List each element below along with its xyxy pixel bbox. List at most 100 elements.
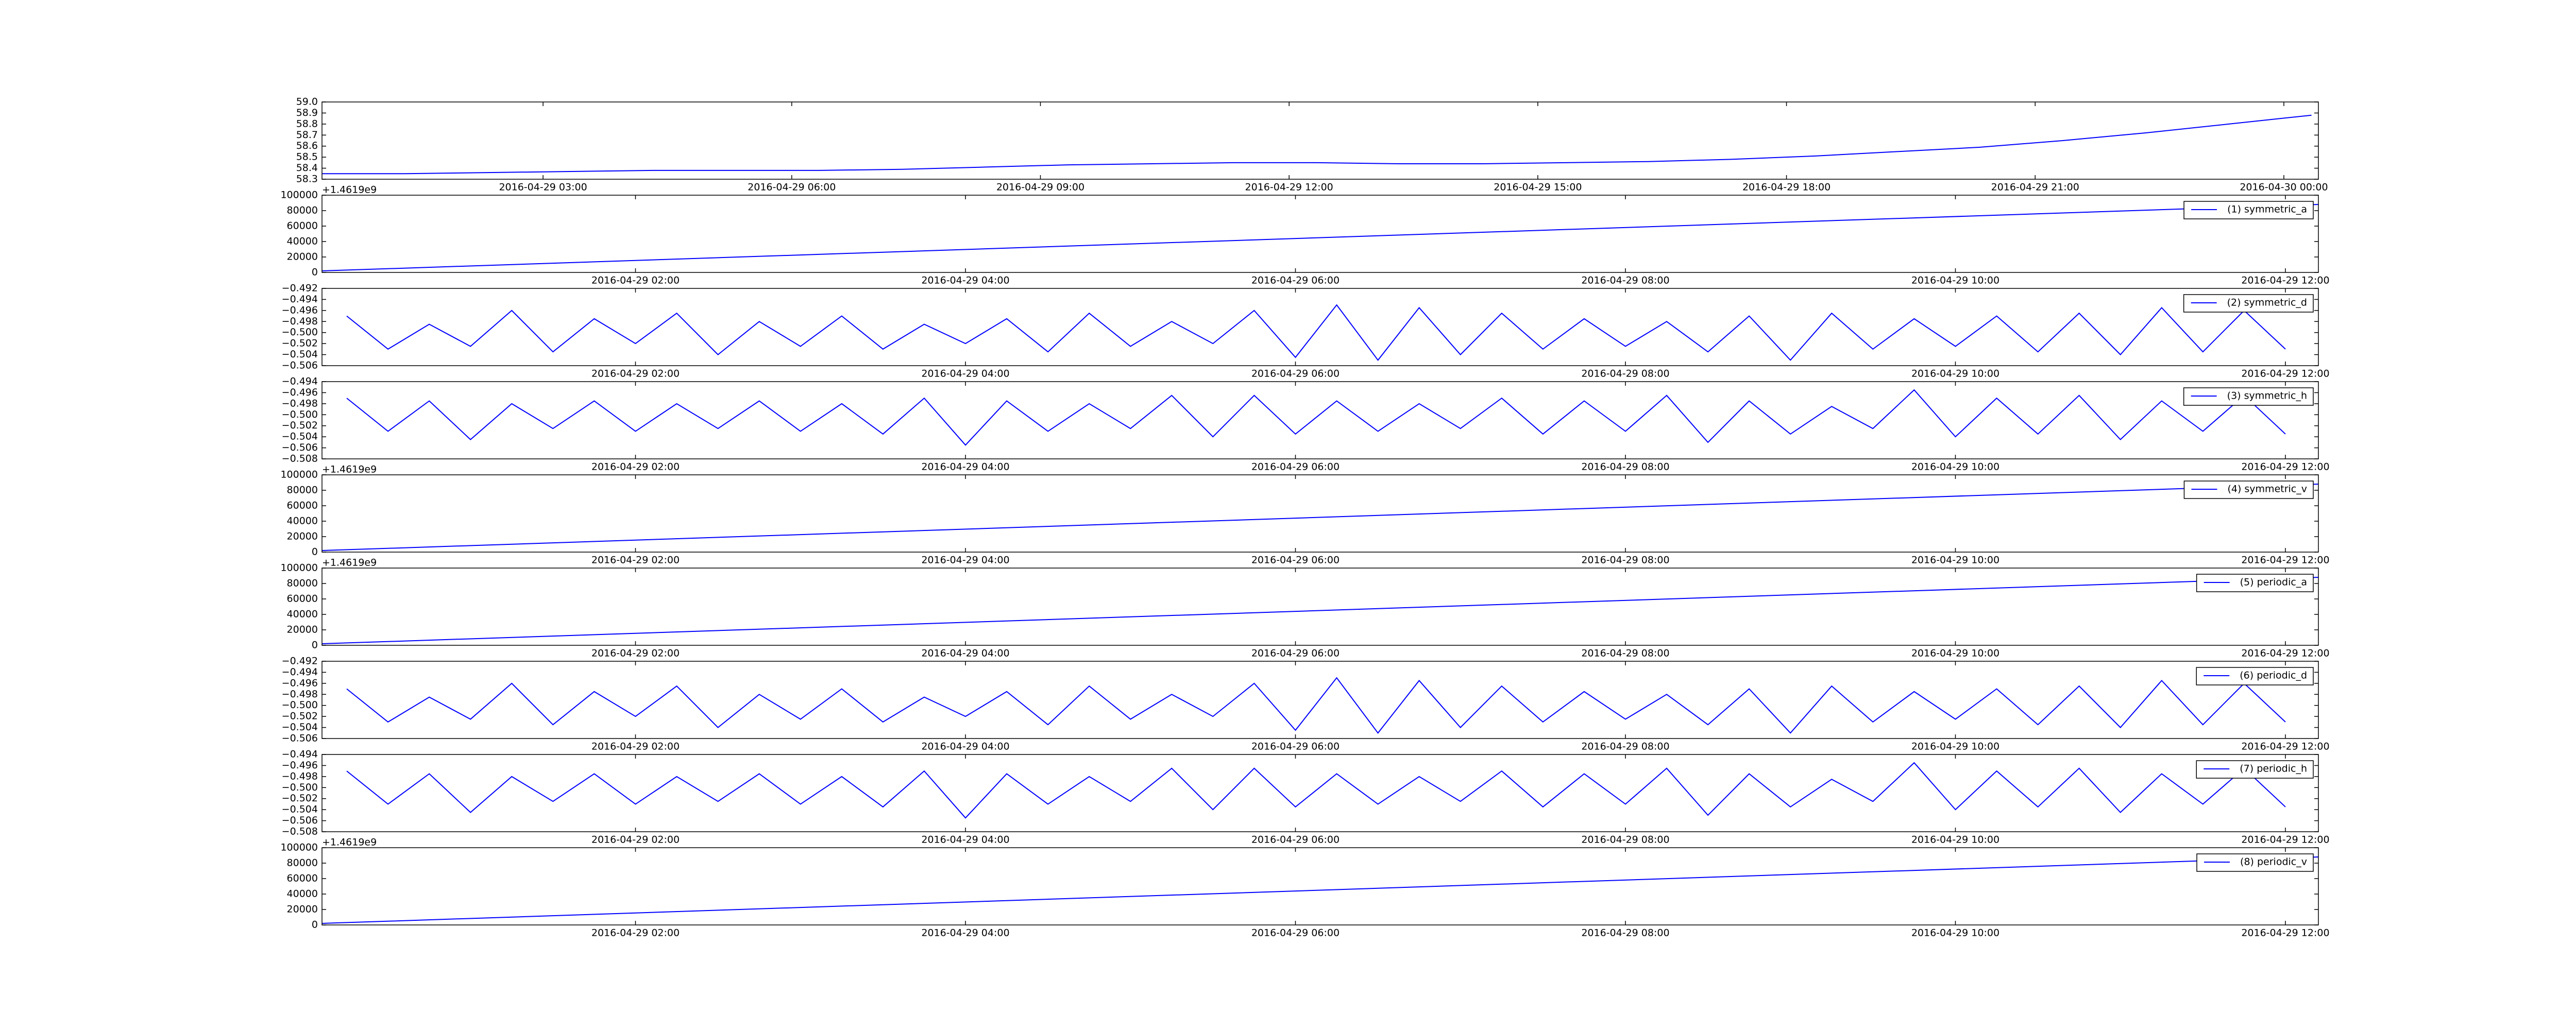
- axes-frame: [321, 288, 2319, 366]
- y-tick-label: 60000: [287, 220, 318, 232]
- y-tick-label: −0.496: [282, 304, 318, 316]
- x-tick-label: 2016-04-29 08:00: [1581, 741, 1669, 752]
- x-tick-label: 2016-04-29 02:00: [591, 928, 680, 939]
- y-tick-label: 80000: [287, 205, 318, 216]
- axes-frame: [321, 568, 2319, 646]
- y-tick-label: −0.492: [282, 283, 318, 294]
- x-tick-label: 2016-04-29 08:00: [1581, 928, 1669, 939]
- x-tick-label: 2016-04-29 02:00: [591, 461, 680, 473]
- y-tick-label: −0.506: [282, 442, 318, 453]
- x-tick-label: 2016-04-29 08:00: [1581, 368, 1669, 380]
- y-tick-label: −0.498: [282, 770, 318, 782]
- y-tick-label: 40000: [287, 609, 318, 620]
- y-tick-label: −0.496: [282, 677, 318, 689]
- x-tick-label: 2016-04-29 10:00: [1911, 275, 1999, 286]
- y-tick-label: −0.506: [282, 733, 318, 744]
- x-tick-label: 2016-04-29 12:00: [2241, 928, 2329, 939]
- x-tick-label: 2016-04-29 02:00: [591, 834, 680, 846]
- x-tick-label: 2016-04-29 08:00: [1581, 834, 1669, 846]
- y-tick-label: 100000: [280, 190, 318, 201]
- x-tick-label: 2016-04-29 03:00: [499, 182, 587, 193]
- y-tick-label: 40000: [287, 236, 318, 247]
- y-tick-label: −0.500: [282, 782, 318, 793]
- x-tick-label: 2016-04-29 04:00: [921, 928, 1009, 939]
- y-tick-label: 58.4: [296, 162, 318, 174]
- x-tick-label: 2016-04-29 21:00: [1991, 182, 2079, 193]
- legend-label: (5) periodic_a: [2240, 577, 2307, 588]
- y-tick-label: −0.502: [282, 711, 318, 722]
- legend: (2) symmetric_d: [2183, 294, 2314, 313]
- y-tick-label: −0.504: [282, 431, 318, 442]
- x-tick-label: 2016-04-29 02:00: [591, 555, 680, 566]
- x-tick-label: 2016-04-30 00:00: [2240, 182, 2328, 193]
- y-tick-label: 0: [312, 640, 318, 651]
- x-tick-label: 2016-04-29 04:00: [921, 555, 1009, 566]
- x-tick-label: 2016-04-29 06:00: [1251, 555, 1340, 566]
- legend-label: (2) symmetric_d: [2227, 297, 2307, 308]
- y-tick-label: 60000: [287, 873, 318, 884]
- y-tick-label: 60000: [287, 593, 318, 605]
- y-tick-label: 100000: [280, 562, 318, 574]
- y-tick-label: 40000: [287, 888, 318, 900]
- y-tick-label: 80000: [287, 485, 318, 496]
- data-line: [321, 484, 2319, 551]
- legend-label: (6) periodic_d: [2240, 670, 2307, 681]
- legend: (3) symmetric_h: [2183, 387, 2314, 406]
- y-tick-label: −0.496: [282, 760, 318, 771]
- y-tick-label: 20000: [287, 251, 318, 263]
- x-tick-label: 2016-04-29 06:00: [1251, 461, 1340, 473]
- data-line: [346, 677, 2286, 734]
- x-tick-label: 2016-04-29 06:00: [748, 182, 836, 193]
- legend-label: (8) periodic_v: [2240, 856, 2307, 868]
- y-tick-label: −0.498: [282, 398, 318, 409]
- x-tick-label: 2016-04-29 02:00: [591, 648, 680, 659]
- axes-frame: [321, 847, 2319, 925]
- legend: (4) symmetric_v: [2183, 480, 2314, 499]
- y-tick-label: 20000: [287, 531, 318, 542]
- y-tick-label: −0.492: [282, 656, 318, 667]
- x-tick-label: 2016-04-29 02:00: [591, 368, 680, 380]
- data-line: [346, 389, 2286, 446]
- x-tick-label: 2016-04-29 12:00: [2241, 275, 2329, 286]
- y-tick-label: −0.498: [282, 689, 318, 700]
- y-tick-label: −0.504: [282, 722, 318, 733]
- x-tick-label: 2016-04-29 12:00: [2241, 648, 2329, 659]
- offset-label: +1.4619e9: [322, 464, 377, 475]
- legend: (5) periodic_a: [2196, 574, 2314, 592]
- y-tick-label: 0: [312, 546, 318, 558]
- data-line: [322, 114, 2312, 175]
- x-tick-label: 2016-04-29 06:00: [1251, 834, 1340, 846]
- x-tick-label: 2016-04-29 04:00: [921, 834, 1009, 846]
- legend: (1) symmetric_a: [2183, 201, 2314, 219]
- y-tick-label: −0.498: [282, 316, 318, 327]
- legend: (6) periodic_d: [2196, 667, 2314, 685]
- y-tick-label: 20000: [287, 904, 318, 915]
- y-tick-label: 80000: [287, 578, 318, 589]
- legend-label: (7) periodic_h: [2240, 763, 2307, 775]
- x-tick-label: 2016-04-29 12:00: [2241, 741, 2329, 752]
- x-tick-label: 2016-04-29 06:00: [1251, 741, 1340, 752]
- y-tick-label: −0.506: [282, 815, 318, 826]
- y-tick-label: −0.504: [282, 804, 318, 815]
- axes-frame: [321, 101, 2319, 180]
- x-tick-label: 2016-04-29 02:00: [591, 275, 680, 286]
- x-tick-label: 2016-04-29 06:00: [1251, 648, 1340, 659]
- x-tick-label: 2016-04-29 10:00: [1911, 555, 1999, 566]
- y-tick-label: 58.9: [296, 107, 318, 118]
- x-tick-label: 2016-04-29 06:00: [1251, 368, 1340, 380]
- y-tick-label: 58.7: [296, 129, 318, 141]
- y-tick-label: 100000: [280, 842, 318, 853]
- offset-label: +1.4619e9: [322, 837, 377, 848]
- x-tick-label: 2016-04-29 15:00: [1494, 182, 1582, 193]
- y-tick-label: 58.5: [296, 151, 318, 163]
- x-tick-label: 2016-04-29 04:00: [921, 368, 1009, 380]
- legend-label: (1) symmetric_a: [2227, 204, 2307, 215]
- y-tick-label: −0.506: [282, 360, 318, 371]
- y-tick-label: 58.8: [296, 118, 318, 129]
- x-tick-label: 2016-04-29 18:00: [1742, 182, 1831, 193]
- x-tick-label: 2016-04-29 10:00: [1911, 368, 1999, 380]
- x-tick-label: 2016-04-29 12:00: [1245, 182, 1333, 193]
- y-tick-label: −0.496: [282, 387, 318, 398]
